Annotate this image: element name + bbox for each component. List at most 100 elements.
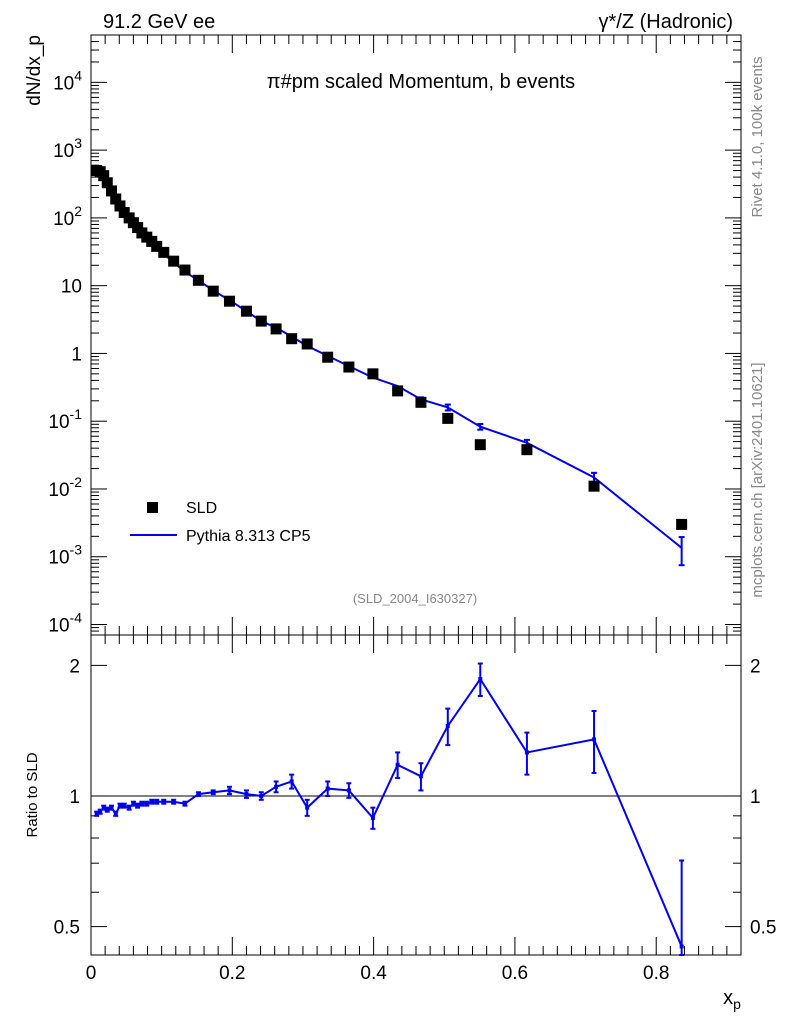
mc-ratio-point	[127, 805, 132, 810]
rivet-version-label: Rivet 4.1.0, 100k events	[749, 57, 766, 218]
ratio-y-tick-label-left: 1	[69, 787, 80, 808]
x-tick-label: 0.2	[219, 963, 245, 984]
analysis-watermark: (SLD_2004_I630327)	[353, 591, 477, 606]
mc-series-ratio	[94, 662, 685, 956]
x-tick-label: 0	[86, 963, 97, 984]
main-y-tick-label: 10-3	[48, 542, 82, 569]
main-y-tick-label: 102	[53, 203, 82, 230]
x-tick-labels: 0 0.2 0.4 0.6 0.8	[86, 963, 670, 984]
ratio-y-axis-title: Ratio to SLD	[24, 752, 41, 837]
mc-ratio-point	[109, 805, 114, 810]
sld-data-point	[114, 200, 126, 212]
sld-data-point	[105, 185, 117, 197]
sld-data-point	[588, 480, 600, 492]
mc-ratio-point	[101, 805, 106, 810]
mc-ratio-point	[445, 723, 450, 728]
mc-ratio-point	[418, 774, 423, 779]
sld-data-point	[223, 295, 235, 307]
sld-data-point	[158, 246, 170, 258]
main-y-tick-label: 10-4	[48, 610, 82, 637]
sld-data-point	[240, 305, 252, 317]
header-right-label: γ*/Z (Hadronic)	[599, 11, 733, 33]
main-plot-panel: 10-4 10-3 10-2 10-1 1 10 102 103 104 π#pm scaled…	[24, 34, 742, 637]
main-y-tick-label: 104	[53, 67, 82, 94]
ratio-axis-ticks	[90, 635, 742, 955]
ratio-y-tick-label-left: 0.5	[54, 918, 80, 939]
mc-ratio-point	[346, 788, 351, 793]
x-tick-label: 0.6	[502, 963, 528, 984]
sld-data-point	[322, 351, 334, 363]
mc-ratio-point	[592, 737, 597, 742]
main-plot-frame	[90, 34, 742, 636]
mc-ratio-point	[211, 790, 216, 795]
legend-sld-label: SLD	[186, 500, 217, 517]
sld-data-markers	[91, 165, 688, 530]
main-y-tick-labels: 10-4 10-3 10-2 10-1 1 10 102 103 104	[48, 67, 82, 636]
sld-data-point	[168, 255, 180, 267]
main-y-tick-label: 10-1	[48, 406, 82, 433]
mc-main-line	[96, 172, 683, 549]
sld-data-point	[474, 439, 486, 451]
main-y-tick-label: 10	[61, 277, 82, 298]
mc-ratio-point	[171, 799, 176, 804]
mc-ratio-point	[154, 799, 159, 804]
mc-series-main	[96, 172, 685, 567]
sld-data-point	[286, 333, 298, 345]
legend: SLD Pythia 8.313 CP5	[130, 500, 311, 545]
legend-sld-marker	[147, 502, 158, 513]
main-axis-ticks	[90, 34, 742, 636]
main-y-axis-title: dN/dx_p	[24, 35, 45, 106]
sld-data-point	[207, 285, 219, 297]
ratio-y-tick-label-right: 2	[750, 656, 761, 677]
ratio-y-tick-label-right: 0.5	[750, 918, 776, 939]
sld-data-point	[101, 177, 113, 189]
sld-data-point	[255, 315, 267, 327]
sld-data-point	[192, 274, 204, 286]
mc-ratio-point	[161, 799, 166, 804]
sld-data-point	[415, 396, 427, 408]
mc-ratio-point	[182, 801, 187, 806]
mc-ratio-point	[122, 803, 127, 808]
ratio-y-tick-label-left: 2	[69, 656, 80, 677]
mc-ratio-point	[259, 793, 264, 798]
mc-ratio-point	[395, 762, 400, 767]
mc-ratio-point	[117, 803, 122, 808]
mc-ratio-point	[149, 799, 154, 804]
main-y-tick-label: 103	[53, 135, 82, 162]
sld-data-point	[301, 338, 313, 350]
sld-data-point	[110, 193, 122, 205]
mc-ratio-point	[274, 784, 279, 789]
plot-title: π#pm scaled Momentum, b events	[267, 71, 575, 93]
mc-ratio-point	[131, 801, 136, 806]
mc-ratio-point	[94, 811, 99, 816]
sld-data-point	[151, 240, 163, 252]
legend-mc-label: Pythia 8.313 CP5	[186, 528, 311, 545]
mc-ratio-point	[135, 803, 140, 808]
sld-data-point	[392, 385, 404, 397]
ratio-y-tick-label-right: 1	[750, 787, 761, 808]
mc-ratio-point	[524, 750, 529, 755]
mc-ratio-point	[144, 801, 149, 806]
ratio-plot-frame	[90, 634, 742, 956]
mc-ratio-point	[98, 809, 103, 814]
mc-ratio-point	[478, 677, 483, 682]
mc-ratio-point	[370, 815, 375, 820]
mc-ratio-point	[325, 786, 330, 791]
sld-data-point	[521, 444, 533, 456]
mc-ratio-point	[289, 779, 294, 784]
sld-data-point	[98, 170, 110, 182]
ratio-y-tick-labels: 0.5 0.5 1 1 2 2	[54, 656, 777, 938]
ratio-plot-panel: 0.5 0.5 1 1 2 2 0 0.2 0.4 0.6 0.8 Ratio to SLD xp	[24, 634, 777, 1012]
main-y-tick-label: 10-2	[48, 474, 82, 501]
sld-data-point	[367, 368, 379, 380]
header-left-label: 91.2 GeV ee	[103, 11, 215, 33]
sld-data-point	[179, 264, 191, 276]
sld-data-point	[270, 323, 282, 335]
x-axis-title: xp	[723, 987, 741, 1012]
mc-ratio-point	[196, 792, 201, 797]
mc-ratio-point	[105, 807, 110, 812]
mc-ratio-point	[679, 944, 684, 949]
sld-data-point	[676, 518, 688, 530]
mc-ratio-point	[305, 805, 310, 810]
mcplots-label: mcplots.cern.ch [arXiv:2401.10621]	[749, 362, 766, 597]
